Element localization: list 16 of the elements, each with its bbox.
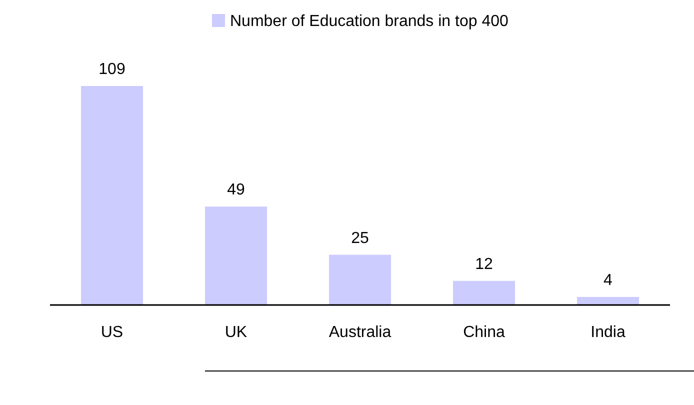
data-label: 25 bbox=[351, 230, 369, 247]
data-label: 49 bbox=[227, 182, 245, 199]
x-tick-label: US bbox=[100, 324, 124, 341]
data-label: 12 bbox=[475, 256, 493, 273]
x-tick-label: Australia bbox=[328, 324, 392, 341]
data-label: 4 bbox=[604, 272, 613, 289]
bar bbox=[577, 296, 639, 305]
bar bbox=[453, 280, 515, 305]
bar bbox=[81, 86, 143, 305]
bar bbox=[329, 254, 391, 305]
legend-label: Number of Education brands in top 400 bbox=[230, 13, 508, 30]
x-tick-label: China bbox=[463, 324, 505, 341]
bar bbox=[205, 206, 267, 305]
x-tick-label: India bbox=[590, 324, 626, 341]
x-tick-label: UK bbox=[224, 324, 248, 341]
data-label: 109 bbox=[98, 61, 126, 78]
